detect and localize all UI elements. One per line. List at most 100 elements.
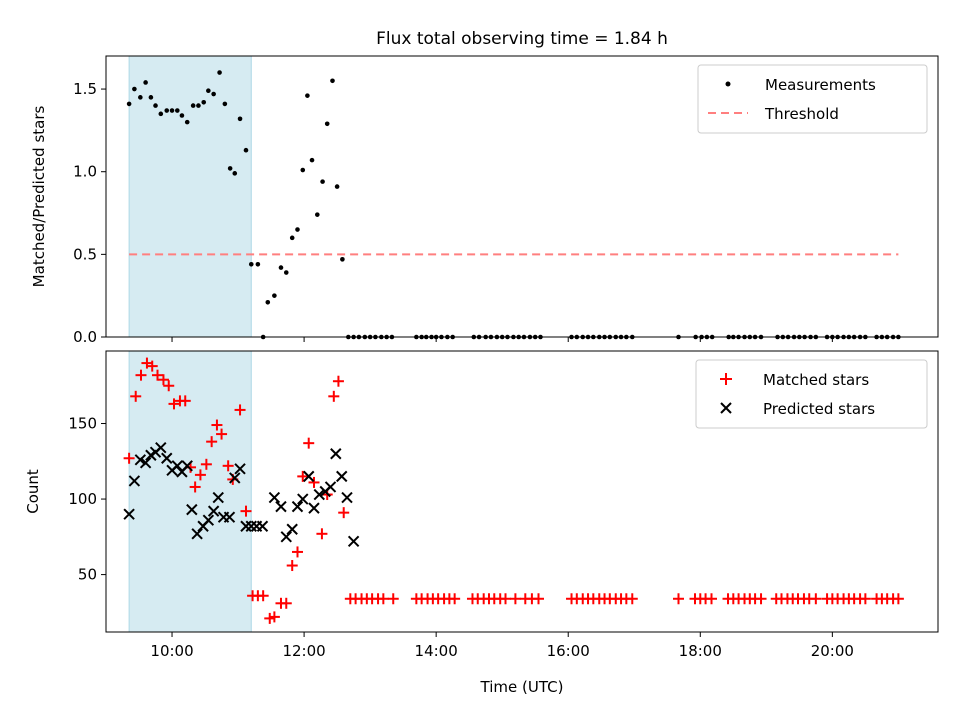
matched-star-point [332, 375, 344, 387]
x-tick-label: 10:00 [150, 642, 193, 660]
measurement-point [265, 299, 271, 305]
x-tick-label: 18:00 [679, 642, 722, 660]
y-tick-label: 100 [68, 490, 97, 508]
matched-star-point [387, 593, 399, 605]
matched-star-point [755, 593, 767, 605]
measurement-point [153, 103, 158, 108]
matched-star-point [499, 593, 511, 605]
predicted-star-point [161, 452, 173, 464]
measurement-point [289, 235, 295, 241]
measurement-point [324, 121, 330, 127]
y-tick-label: 50 [78, 566, 97, 584]
predicted-star-point [202, 514, 215, 526]
predicted-star-point [347, 535, 360, 548]
matched-star-point [859, 593, 871, 605]
predicted-star-point [341, 491, 353, 504]
predicted-star-point [303, 470, 315, 483]
matched-star-point [810, 593, 822, 605]
measurement-point [248, 261, 254, 267]
measurement-point [334, 184, 340, 189]
top-legend-box [697, 64, 928, 134]
matched-star-point [200, 458, 212, 470]
predicted-star-point [268, 491, 281, 504]
matched-star-point [892, 593, 904, 605]
predicted-star-point [181, 460, 193, 472]
matched-star-point [377, 593, 389, 605]
measurement-point [169, 108, 175, 113]
measurement-point [300, 167, 306, 173]
predicted-star-point [134, 454, 147, 466]
matched-star-point [240, 505, 252, 517]
matched-star-point [533, 593, 545, 605]
x-tick-label: 12:00 [282, 642, 325, 660]
measurement-point [232, 171, 238, 176]
legend-marker-matched-stars [720, 373, 732, 385]
measurement-point [315, 212, 320, 217]
measurement-point [217, 70, 222, 75]
measurement-point [237, 116, 243, 122]
measurement-point [132, 86, 137, 92]
matched-star-point [146, 360, 158, 372]
matched-star-point [152, 369, 164, 381]
matched-star-point [297, 470, 309, 482]
legend-marker-measurements [725, 81, 731, 87]
measurement-point [295, 227, 300, 232]
predicted-star-point [186, 503, 198, 516]
measurement-point [179, 113, 185, 118]
matched-star-point [303, 437, 315, 449]
matched-star-point [222, 460, 234, 472]
predicted-star-point [191, 528, 203, 540]
x-axis-label: Time (UTC) [480, 678, 564, 696]
predicted-star-point [336, 470, 348, 483]
top-y-axis-label: Matched/Predicted stars [30, 106, 48, 288]
predicted-star-point [256, 520, 269, 532]
measurement-point [330, 78, 335, 84]
y-tick-label: 0.5 [73, 245, 97, 263]
matched-star-point [280, 597, 292, 609]
measurement-point [201, 99, 207, 105]
measurement-point [206, 88, 211, 94]
measurement-point [175, 108, 180, 113]
matched-star-point [626, 593, 638, 605]
measurement-point [138, 95, 143, 100]
y-tick-label: 0.0 [73, 328, 97, 346]
measurement-point [222, 101, 228, 107]
matched-star-point [168, 398, 180, 410]
measurement-point [184, 119, 190, 125]
measurement-point [148, 95, 154, 100]
matched-star-point [706, 593, 718, 605]
bottom-legend-box [695, 359, 928, 429]
predicted-star-point [212, 491, 224, 504]
measurement-point [164, 108, 170, 113]
measurement-point [309, 157, 315, 163]
legend-label-threshold: Threshold [764, 105, 839, 123]
measurement-point [126, 101, 132, 107]
matched-star-point [234, 404, 246, 416]
legend-label-measurements: Measurements [765, 76, 876, 94]
matched-star-point [308, 476, 320, 488]
predicted-star-point [223, 511, 236, 523]
measurement-point [196, 103, 201, 108]
x-tick-label: 20:00 [811, 642, 854, 660]
top-plot-frame [105, 55, 939, 338]
matched-star-point [163, 380, 175, 392]
legend-label-predicted-stars: Predicted stars [763, 400, 875, 418]
matched-star-point [291, 546, 303, 558]
predicted-star-point [291, 500, 304, 513]
matched-star-point [328, 390, 340, 402]
shaded-interval [129, 56, 252, 337]
legend-label-matched-stars: Matched stars [763, 371, 869, 389]
measurement-point [340, 257, 345, 262]
matched-star-point [338, 507, 350, 519]
predicted-star-point [171, 460, 184, 472]
measurement-point [255, 261, 261, 267]
matched-star-point [672, 593, 684, 605]
predicted-star-point [275, 500, 287, 513]
predicted-star-point [280, 531, 292, 543]
matched-star-point [135, 369, 147, 381]
measurement-point [143, 80, 148, 85]
top-legend: Measurements Threshold [697, 64, 928, 134]
legend-marker-predicted-stars [720, 402, 732, 414]
matched-star-point [179, 395, 191, 407]
